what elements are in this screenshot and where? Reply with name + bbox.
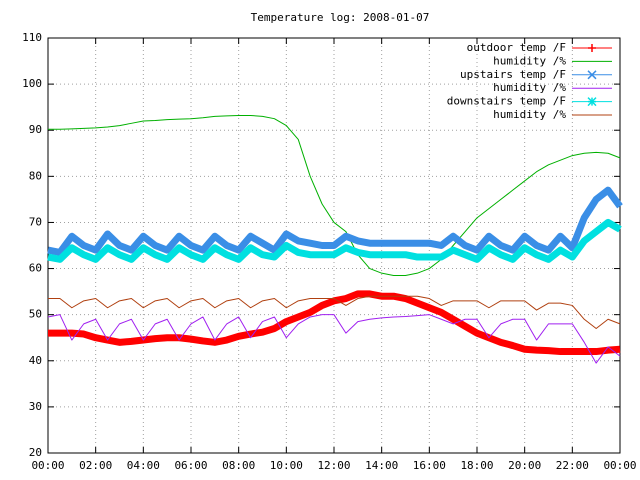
x-tick-label: 08:00 xyxy=(222,459,255,472)
y-tick-label: 110 xyxy=(22,31,42,44)
x-tick-label: 04:00 xyxy=(127,459,160,472)
legend-label: humidity /% xyxy=(493,54,566,67)
legend-marker xyxy=(587,70,597,80)
series-line xyxy=(48,114,621,276)
y-tick-label: 50 xyxy=(29,308,42,321)
x-tick-label: 02:00 xyxy=(79,459,112,472)
y-tick-label: 70 xyxy=(29,215,42,228)
y-tick-label: 60 xyxy=(29,262,42,275)
legend-label: humidity /% xyxy=(493,108,566,121)
marker-stroke xyxy=(587,70,597,80)
y-tick-label: 90 xyxy=(29,123,42,136)
x-tick-label: 22:00 xyxy=(556,459,589,472)
x-tick-label: 00:00 xyxy=(603,459,636,472)
series-line xyxy=(47,218,622,263)
x-tick-label: 06:00 xyxy=(174,459,207,472)
marker-stroke xyxy=(587,97,597,107)
legend-label: upstairs temp /F xyxy=(460,68,566,81)
y-tick-label: 80 xyxy=(29,169,42,182)
series-line xyxy=(48,295,621,329)
x-tick-label: 14:00 xyxy=(365,459,398,472)
series-line xyxy=(47,314,621,364)
legend-label: outdoor temp /F xyxy=(467,41,566,54)
legend-marker xyxy=(587,97,597,107)
y-tick-label: 20 xyxy=(29,446,42,459)
y-tick-label: 30 xyxy=(29,400,42,413)
legend-label: humidity /% xyxy=(493,81,566,94)
legend-label: downstairs temp /F xyxy=(447,95,566,108)
legend-marker xyxy=(588,44,596,52)
x-tick-label: 00:00 xyxy=(31,459,64,472)
plot-frame xyxy=(47,37,621,454)
x-tick-label: 16:00 xyxy=(413,459,446,472)
x-tick-label: 12:00 xyxy=(317,459,350,472)
y-tick-label: 100 xyxy=(22,77,42,90)
x-tick-label: 20:00 xyxy=(508,459,541,472)
x-tick-label: 10:00 xyxy=(270,459,303,472)
x-tick-label: 18:00 xyxy=(460,459,493,472)
y-tick-label: 40 xyxy=(29,354,42,367)
chart-title: Temperature log: 2008-01-07 xyxy=(251,11,430,24)
series-line xyxy=(47,186,623,256)
